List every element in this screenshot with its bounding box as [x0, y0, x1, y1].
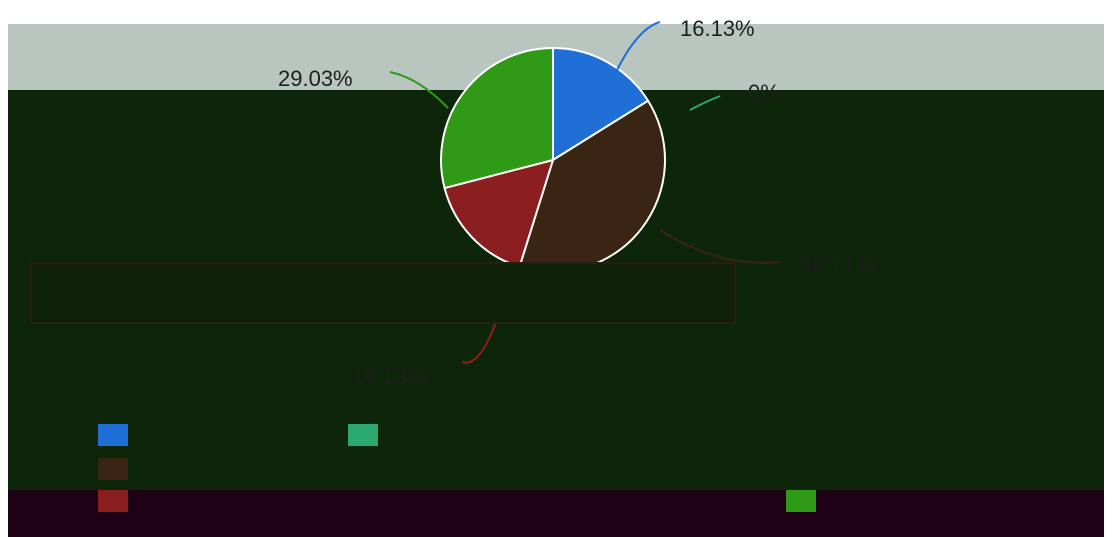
slice-percent-label-2: 38.71% [800, 252, 875, 277]
slice-percent-label-4: 29.03% [278, 66, 353, 91]
legend-swatch-4 [786, 490, 816, 512]
slice-leader-line-0 [615, 21, 661, 73]
slice-percent-label-3: 16.13% [352, 364, 427, 389]
legend-swatch-0 [98, 424, 128, 446]
background-band-bottom [8, 490, 1104, 537]
pie-slice-4 [440, 46, 554, 190]
caption-box [30, 262, 736, 324]
slice-leader-line-1 [689, 95, 721, 111]
slice-percent-label-1: 0% [748, 80, 780, 105]
slice-leader-line-3 [461, 321, 497, 364]
slice-leader-line-2 [659, 229, 781, 264]
pie-slice-0 [552, 46, 650, 162]
slice-percent-label-0: 16.13% [680, 16, 755, 41]
slice-leader-line-4 [389, 71, 449, 109]
legend-swatch-2 [98, 458, 128, 480]
legend-swatch-1 [348, 424, 378, 446]
legend-swatch-3 [98, 490, 128, 512]
